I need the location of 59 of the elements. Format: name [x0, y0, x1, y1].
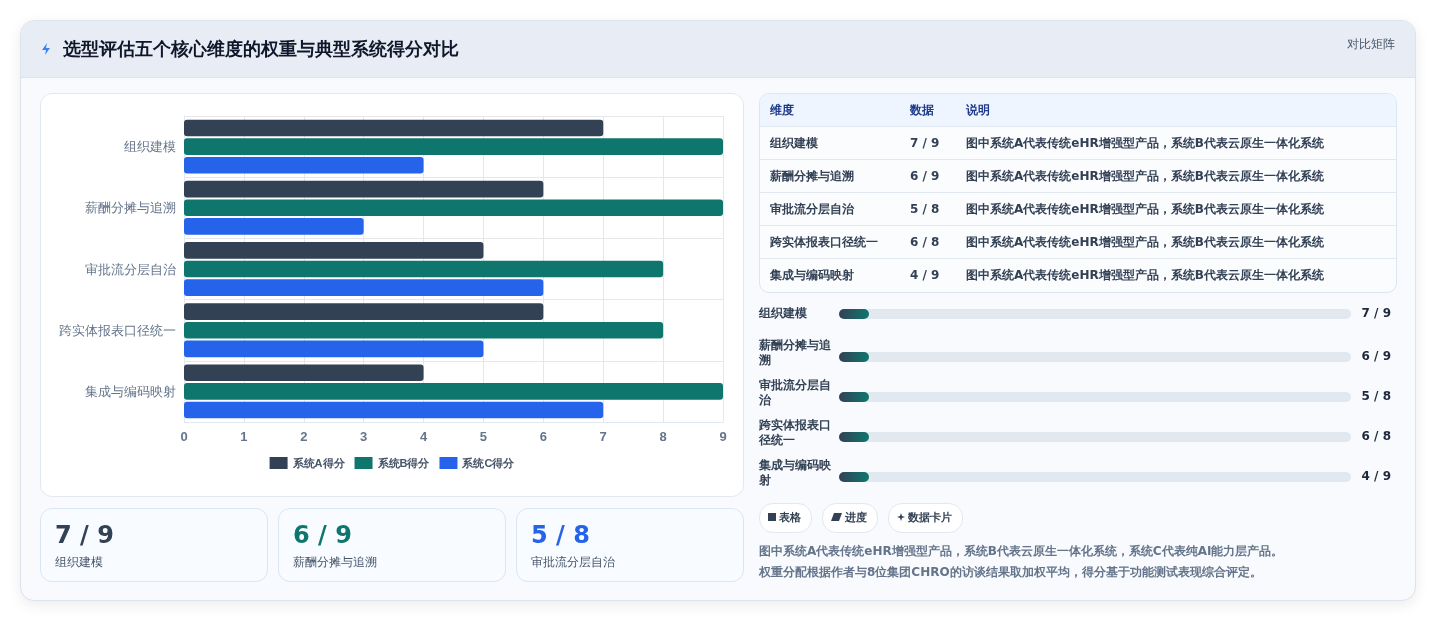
text: 6 / 9 — [1361, 349, 1391, 363]
category-label: 跨实体报表口径统一 — [770, 234, 878, 249]
category-label: 跨实体报表口径统一 — [759, 418, 831, 447]
category-label: 组织建模 — [55, 555, 103, 569]
category-label: 集成与编码映射 — [770, 267, 854, 282]
text: 7 / 9 — [1361, 306, 1391, 320]
legend-label: 系统B得分 — [376, 457, 431, 469]
x-tick-label: 3 — [360, 429, 368, 444]
text: 权重分配根据作者与8位集团CHRO的访谈结果取加权平均，得分基于功能测试表现综合评定。 — [759, 564, 1262, 581]
text: 说明 — [956, 94, 1396, 127]
text: 5 / 8 — [531, 521, 590, 549]
text: 维度 — [760, 94, 900, 127]
text: 图中系统A代表传统eHR增强型产品，系统B代表云原生一体化系统 — [966, 234, 1324, 249]
category-label: 组织建模 — [770, 135, 818, 150]
text: 6 / 9 — [910, 169, 940, 183]
text: 进度 — [845, 511, 867, 524]
y-tick-label: 薪酬分摊与追溯 — [85, 200, 176, 216]
text: 对比矩阵 — [1347, 36, 1395, 53]
chart-title: 选型评估五个核心维度的权重与典型系统得分对比 — [63, 37, 459, 61]
x-tick-label: 9 — [719, 429, 727, 444]
text: 图中系统A代表传统eHR增强型产品，系统B代表云原生一体化系统 — [966, 267, 1324, 282]
y-tick-label: 审批流分层自治 — [85, 261, 176, 277]
text: 图中系统A代表传统eHR增强型产品，系统B代表云原生一体化系统 — [956, 126, 1396, 160]
x-tick-label: 7 — [599, 429, 607, 444]
text: 图中系统A代表传统eHR增强型产品，系统B代表云原生一体化系统 — [966, 201, 1324, 216]
x-tick-label: 6 — [539, 429, 547, 444]
category-label: 薪酬分摊与追溯 — [759, 338, 831, 367]
text: 6 / 8 — [1361, 429, 1391, 443]
category-label: 审批流分层自治 — [759, 378, 831, 407]
text: 表格 — [779, 511, 801, 524]
x-tick-label: 5 — [479, 429, 488, 444]
x-tick-label: 8 — [659, 429, 667, 444]
text: 5 / 8 — [910, 202, 940, 216]
legend-label: 系统A得分 — [291, 457, 346, 469]
text: 6 / 9 — [293, 521, 352, 549]
x-tick-label: 2 — [300, 429, 308, 444]
category-label: 集成与编码映射 — [759, 458, 831, 487]
category-label: 审批流分层自治 — [531, 555, 615, 569]
text: 5 / 8 — [1361, 389, 1391, 403]
category-label: 审批流分层自治 — [770, 201, 854, 216]
text: 7 / 9 — [910, 136, 940, 150]
text: 数据卡片 — [908, 511, 952, 524]
text: 图中系统A代表传统eHR增强型产品，系统B代表云原生一体化系统，系统C代表纯AI能力层产品。 — [759, 543, 1284, 560]
text: 6 / 8 — [900, 225, 956, 259]
text: 4 / 9 — [1361, 469, 1391, 483]
text: 7 / 9 — [55, 521, 114, 549]
text: 数据 — [900, 94, 956, 127]
x-tick-label: 4 — [419, 429, 428, 444]
category-label: 薪酬分摊与追溯 — [293, 555, 377, 569]
x-tick-label: 1 — [240, 429, 248, 444]
text: 图中系统A代表传统eHR增强型产品，系统B代表云原生一体化系统 — [966, 168, 1324, 183]
category-label: 组织建模 — [759, 306, 807, 320]
category-label: 薪酬分摊与追溯 — [770, 168, 854, 183]
y-tick-label: 组织建模 — [124, 139, 176, 155]
text: 4 / 9 — [909, 267, 941, 284]
x-tick-label: 0 — [180, 429, 188, 444]
legend-label: 系统C得分 — [461, 457, 516, 469]
y-tick-label: 跨实体报表口径统一 — [59, 322, 176, 338]
y-tick-label: 集成与编码映射 — [85, 383, 176, 399]
